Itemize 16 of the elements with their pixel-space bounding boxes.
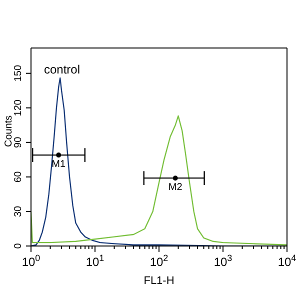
- x-axis-title: FL1-H: [144, 275, 174, 287]
- y-tick-label: 0: [13, 242, 24, 249]
- x-tick-label: 10$^{2}$: [150, 253, 168, 269]
- series-label: M2: [168, 182, 183, 194]
- series-label: M1: [52, 159, 66, 170]
- y-axis-title: Counts: [4, 115, 15, 147]
- y-tick-label: 120: [13, 99, 24, 116]
- x-tick-label: 10$^{3}$: [214, 253, 232, 269]
- y-tick-label: 30: [13, 205, 24, 218]
- y-tick-label: 60: [13, 170, 24, 182]
- series-label: control: [44, 62, 80, 77]
- x-tick-label: 10$^{0}$: [22, 253, 40, 269]
- y-tick-label: 90: [13, 136, 24, 148]
- y-tick-label: 150: [13, 64, 24, 82]
- x-tick-label: 10$^{4}$: [278, 253, 296, 269]
- x-tick-label: 10$^{1}$: [86, 253, 104, 269]
